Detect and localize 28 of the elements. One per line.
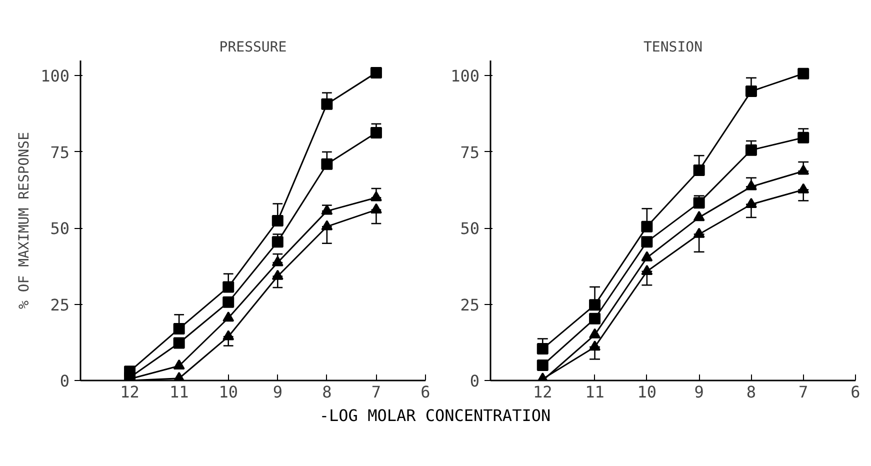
x-tick-label: 10 bbox=[218, 382, 238, 402]
y-tick-label: 75 bbox=[50, 142, 70, 162]
y-tick-label: 25 bbox=[50, 295, 70, 314]
x-axis-title: -LOG MOLAR CONCENTRATION bbox=[319, 405, 551, 427]
x-tick-label: 11 bbox=[169, 382, 189, 402]
x-tick-label: 6 bbox=[850, 382, 860, 402]
x-tick-label: 12 bbox=[533, 382, 552, 402]
y-tick-label: 0 bbox=[470, 372, 480, 390]
y-axis-title: % OF MAXIMUM RESPONSE bbox=[16, 132, 33, 309]
chart-title: PRESSURE bbox=[219, 40, 287, 56]
y-tick-label: 50 bbox=[50, 219, 70, 238]
x-tick-label: 11 bbox=[585, 382, 604, 402]
chart-title: TENSION bbox=[644, 40, 703, 56]
y-tick-label: 0 bbox=[60, 372, 70, 390]
x-tick-label: 6 bbox=[420, 382, 430, 402]
y-tick-label: 100 bbox=[40, 66, 70, 86]
y-tick-label: 50 bbox=[460, 219, 480, 238]
x-tick-label: 9 bbox=[272, 382, 282, 402]
x-tick-label: 12 bbox=[120, 382, 140, 402]
x-tick-label: 10 bbox=[637, 382, 657, 402]
y-tick-label: 75 bbox=[460, 142, 480, 162]
y-tick-label: 25 bbox=[460, 295, 480, 314]
x-tick-label: 8 bbox=[322, 382, 332, 402]
y-tick-label: 100 bbox=[450, 66, 480, 86]
x-tick-label: 7 bbox=[371, 382, 382, 402]
x-tick-label: 8 bbox=[746, 382, 756, 402]
x-tick-label: 7 bbox=[798, 382, 808, 402]
x-tick-label: 9 bbox=[694, 382, 704, 402]
